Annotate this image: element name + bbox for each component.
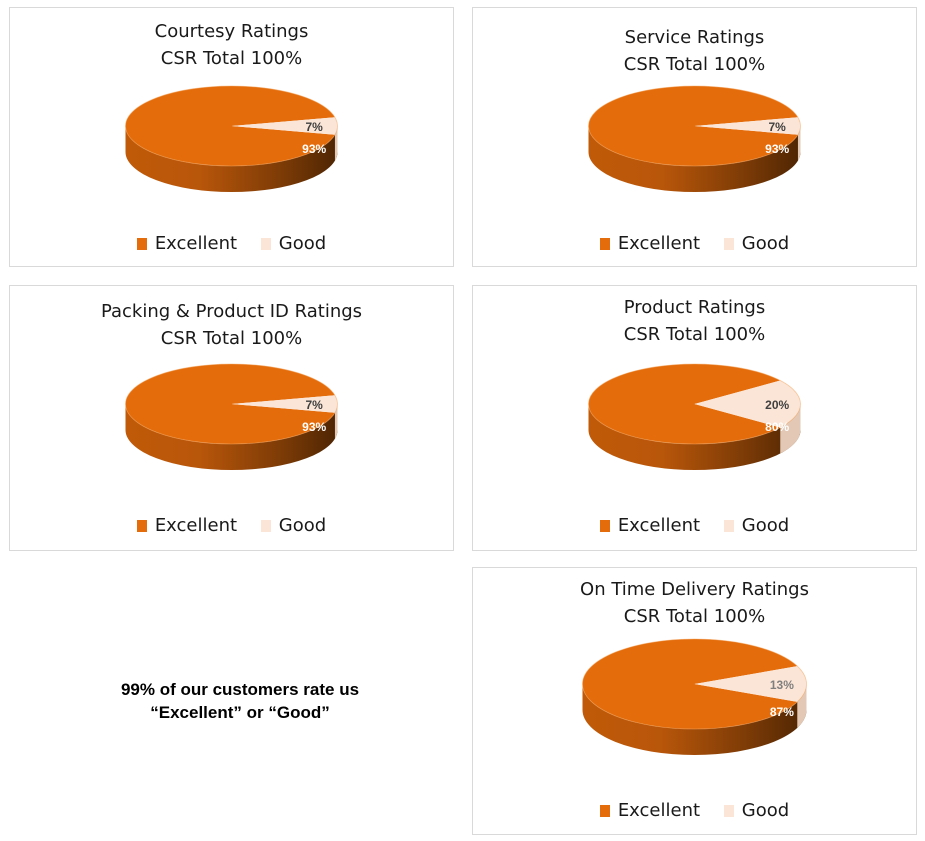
pie-slice-good [694,666,807,702]
chart-legend: Excellent Good [473,800,916,821]
legend-label-good: Good [741,800,790,821]
legend-swatch-excellent [599,520,610,532]
chart-legend: Excellent Good [10,233,453,254]
legend-label-excellent: Excellent [617,515,701,536]
legend-item-good: Good [723,233,790,254]
chart-title: Service Ratings [624,27,765,48]
chart-legend: Excellent Good [10,515,453,536]
pie-chart-product: 20% 80% [588,363,801,470]
data-label-excellent: 93% [765,142,789,156]
summary-line-1: 99% of our customers rate us [120,680,360,699]
pie-slice-excellent [125,86,335,166]
pie-rim [125,363,338,445]
pie-side-wall [588,126,801,192]
legend-label-good: Good [278,233,327,254]
chart-panel-product: Product Ratings CSR Total 100% 20% 80% Ex… [472,285,917,551]
chart-subtitle: CSR Total 100% [623,54,766,75]
legend-item-excellent: Excellent [136,515,238,536]
pie-chart-delivery: 13% 87% [582,638,807,755]
chart-subtitle: CSR Total 100% [623,324,766,345]
pie-chart-courtesy: 7% 93% [125,85,338,192]
legend-swatch-excellent [599,805,610,817]
legend-swatch-good [723,238,734,250]
legend-swatch-good [723,805,734,817]
data-label-excellent: 93% [302,142,326,156]
pie-side-wall [582,684,807,755]
legend-label-excellent: Excellent [154,233,238,254]
legend-label-good: Good [741,515,790,536]
pie-slice-excellent [582,639,798,729]
pie-slice-excellent [588,364,781,444]
pie-chart-packing: 7% 93% [125,363,338,470]
legend-swatch-excellent [136,520,147,532]
legend-item-excellent: Excellent [136,233,238,254]
chart-panel-courtesy: Courtesy Ratings CSR Total 100% 7% 93% Ex… [9,7,454,267]
legend-item-excellent: Excellent [599,233,701,254]
legend-item-good: Good [260,233,327,254]
pie-side-wall [588,404,801,470]
pie-slice-excellent [125,364,335,444]
chart-title-block: Packing & Product ID Ratings CSR Total 1… [10,298,453,352]
pie-slice-excellent [588,86,798,166]
chart-panel-delivery: On Time Delivery Ratings CSR Total 100% … [472,567,917,835]
chart-title-block: Service Ratings CSR Total 100% [473,24,916,78]
legend-item-excellent: Excellent [599,515,701,536]
legend-swatch-good [260,520,271,532]
pie-slice-good [231,395,338,413]
data-label-good: 7% [306,120,324,134]
data-label-excellent: 80% [765,420,789,434]
pie-side-wall [125,126,338,192]
pie-chart-service: 7% 93% [588,85,801,192]
legend-swatch-excellent [599,238,610,250]
pie-rim [125,85,338,167]
data-label-excellent: 87% [770,705,794,719]
data-label-good: 13% [770,678,794,692]
data-label-good: 7% [306,398,324,412]
pie-slice-good [694,380,801,428]
chart-subtitle: CSR Total 100% [160,48,303,69]
chart-title: Packing & Product ID Ratings [100,301,363,322]
pie-rim [588,363,801,445]
legend-label-good: Good [741,233,790,254]
chart-panel-service: Service Ratings CSR Total 100% 7% 93% Exc… [472,7,917,267]
pie-side-good [797,684,807,728]
legend-item-good: Good [723,515,790,536]
legend-label-excellent: Excellent [617,800,701,821]
legend-item-good: Good [260,515,327,536]
chart-panel-packing: Packing & Product ID Ratings CSR Total 1… [9,285,454,551]
chart-subtitle: CSR Total 100% [160,328,303,349]
legend-label-excellent: Excellent [617,233,701,254]
pie-rim [582,638,807,730]
data-label-good: 20% [765,398,789,412]
chart-title: On Time Delivery Ratings [580,579,809,600]
chart-title-block: Courtesy Ratings CSR Total 100% [10,18,453,72]
chart-title: Product Ratings [623,297,766,318]
pie-slice-good [694,117,801,135]
chart-title: Courtesy Ratings [154,21,309,42]
summary-text: 99% of our customers rate us “Excellent”… [40,678,440,724]
chart-subtitle: CSR Total 100% [623,606,766,627]
legend-swatch-good [723,520,734,532]
chart-title-block: On Time Delivery Ratings CSR Total 100% [473,576,916,630]
pie-side-wall [125,404,338,470]
summary-line-2: “Excellent” or “Good” [150,703,330,722]
chart-legend: Excellent Good [473,233,916,254]
legend-item-excellent: Excellent [599,800,701,821]
legend-swatch-excellent [136,238,147,250]
data-label-excellent: 93% [302,420,326,434]
data-label-good: 7% [769,120,787,134]
chart-legend: Excellent Good [473,515,916,536]
legend-swatch-good [260,238,271,250]
legend-label-excellent: Excellent [154,515,238,536]
pie-rim [588,85,801,167]
chart-title-block: Product Ratings CSR Total 100% [473,294,916,348]
legend-item-good: Good [723,800,790,821]
legend-label-good: Good [278,515,327,536]
pie-slice-good [231,117,338,135]
